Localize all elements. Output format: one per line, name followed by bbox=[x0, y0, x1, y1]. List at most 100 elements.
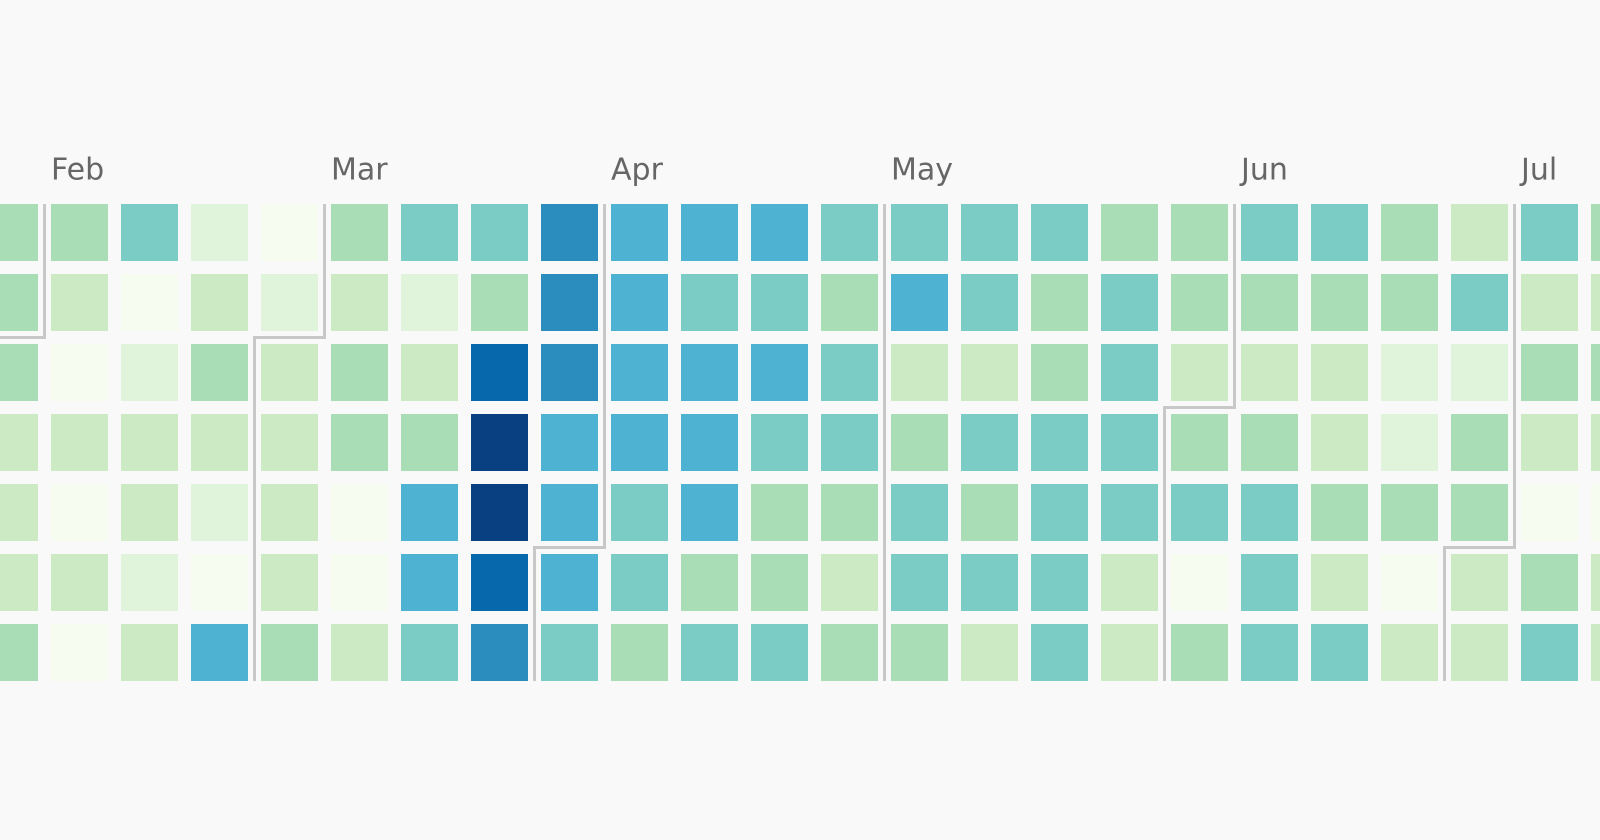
day-cell bbox=[191, 624, 248, 681]
day-cell bbox=[0, 414, 38, 471]
day-cell bbox=[1521, 414, 1578, 471]
day-cell bbox=[0, 344, 38, 401]
day-cell bbox=[401, 484, 458, 541]
day-cell bbox=[541, 204, 598, 261]
day-cell bbox=[121, 414, 178, 471]
day-cell bbox=[681, 414, 738, 471]
day-cell bbox=[1381, 204, 1438, 261]
day-cell bbox=[121, 624, 178, 681]
day-cell bbox=[891, 554, 948, 611]
day-cell bbox=[751, 624, 808, 681]
month-label: Apr bbox=[611, 153, 664, 188]
day-cell bbox=[1521, 554, 1578, 611]
day-cell bbox=[191, 274, 248, 331]
day-cell bbox=[471, 414, 528, 471]
day-cell bbox=[1031, 554, 1088, 611]
day-cell bbox=[331, 204, 388, 261]
day-cell bbox=[1521, 624, 1578, 681]
day-cell bbox=[891, 624, 948, 681]
day-cell bbox=[751, 414, 808, 471]
day-cell bbox=[1311, 344, 1368, 401]
day-cell bbox=[681, 624, 738, 681]
day-cell bbox=[0, 484, 38, 541]
day-cell bbox=[1031, 624, 1088, 681]
month-label: Jun bbox=[1239, 153, 1288, 188]
month-separator bbox=[1163, 204, 1236, 681]
day-cell bbox=[331, 624, 388, 681]
day-cell bbox=[611, 344, 668, 401]
day-cell bbox=[1381, 484, 1438, 541]
day-cell bbox=[121, 204, 178, 261]
day-cell bbox=[961, 624, 1018, 681]
day-cell bbox=[121, 344, 178, 401]
day-cell bbox=[1101, 274, 1158, 331]
month-label: May bbox=[891, 153, 953, 188]
day-cell bbox=[401, 414, 458, 471]
day-cell bbox=[751, 204, 808, 261]
day-cell bbox=[1101, 344, 1158, 401]
day-cell bbox=[1591, 274, 1600, 331]
day-cell bbox=[1171, 274, 1228, 331]
day-cell bbox=[611, 414, 668, 471]
day-cell bbox=[1451, 274, 1508, 331]
day-cell bbox=[1311, 414, 1368, 471]
day-cell bbox=[611, 554, 668, 611]
day-cell bbox=[1591, 484, 1600, 541]
day-cell bbox=[1451, 414, 1508, 471]
day-cell bbox=[1451, 624, 1508, 681]
day-cell bbox=[1521, 344, 1578, 401]
day-cell bbox=[1241, 554, 1298, 611]
day-cell bbox=[471, 554, 528, 611]
day-cell bbox=[821, 204, 878, 261]
day-cell bbox=[1171, 204, 1228, 261]
month-label: Feb bbox=[51, 153, 104, 188]
cells bbox=[0, 204, 1600, 681]
day-cell bbox=[891, 204, 948, 261]
day-cell bbox=[191, 204, 248, 261]
day-cell bbox=[331, 274, 388, 331]
day-cell bbox=[471, 204, 528, 261]
day-cell bbox=[121, 484, 178, 541]
day-cell bbox=[0, 274, 38, 331]
day-cell bbox=[681, 274, 738, 331]
day-cell bbox=[1381, 554, 1438, 611]
day-cell bbox=[0, 204, 38, 261]
day-cell bbox=[681, 484, 738, 541]
day-cell bbox=[121, 274, 178, 331]
day-cell bbox=[541, 344, 598, 401]
day-cell bbox=[541, 414, 598, 471]
day-cell bbox=[891, 344, 948, 401]
day-cell bbox=[1451, 484, 1508, 541]
day-cell bbox=[261, 274, 318, 331]
day-cell bbox=[51, 344, 108, 401]
day-cell bbox=[961, 274, 1018, 331]
day-cell bbox=[1241, 484, 1298, 541]
day-cell bbox=[1031, 414, 1088, 471]
month-separator bbox=[1443, 204, 1516, 681]
day-cell bbox=[961, 554, 1018, 611]
day-cell bbox=[751, 344, 808, 401]
day-cell bbox=[331, 414, 388, 471]
day-cell bbox=[471, 344, 528, 401]
day-cell bbox=[51, 204, 108, 261]
day-cell bbox=[1101, 624, 1158, 681]
day-cell bbox=[891, 274, 948, 331]
day-cell bbox=[1591, 414, 1600, 471]
day-cell bbox=[541, 624, 598, 681]
day-cell bbox=[191, 554, 248, 611]
day-cell bbox=[1031, 344, 1088, 401]
day-cell bbox=[611, 484, 668, 541]
day-cell bbox=[1311, 484, 1368, 541]
day-cell bbox=[1241, 204, 1298, 261]
day-cell bbox=[751, 484, 808, 541]
day-cell bbox=[1171, 484, 1228, 541]
day-cell bbox=[191, 414, 248, 471]
day-cell bbox=[1031, 274, 1088, 331]
month-separator bbox=[253, 204, 326, 681]
day-cell bbox=[1521, 274, 1578, 331]
day-cell bbox=[821, 414, 878, 471]
day-cell bbox=[191, 344, 248, 401]
month-separator bbox=[0, 204, 46, 339]
day-cell bbox=[1241, 624, 1298, 681]
